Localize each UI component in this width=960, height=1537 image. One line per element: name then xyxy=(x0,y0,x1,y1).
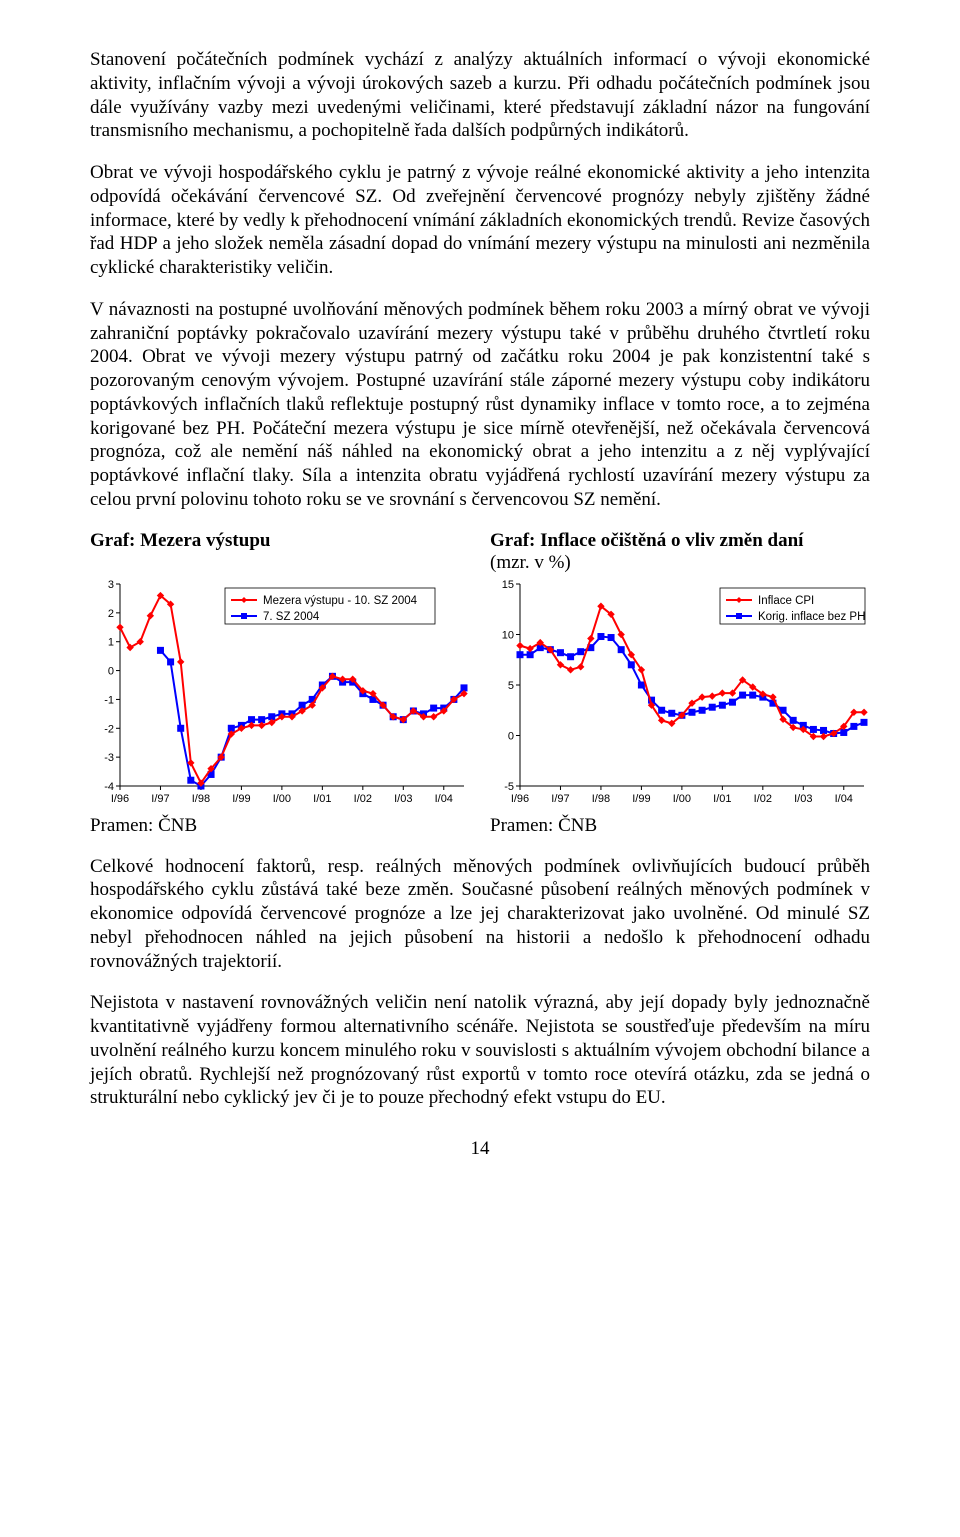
svg-text:15: 15 xyxy=(502,579,514,591)
svg-text:I/00: I/00 xyxy=(273,793,291,805)
chart-inflation: Graf: Inflace očištěná o vliv změn daní … xyxy=(490,530,870,837)
page: Stanovení počátečních podmínek vychází z… xyxy=(0,0,960,1190)
svg-text:I/02: I/02 xyxy=(354,793,372,805)
svg-text:3: 3 xyxy=(108,579,114,591)
svg-text:Mezera výstupu - 10. SZ 2004: Mezera výstupu - 10. SZ 2004 xyxy=(263,595,418,607)
svg-text:I/04: I/04 xyxy=(435,793,453,805)
chart-output-gap: Graf: Mezera výstupu -4 -3 -2 -1 0 1 2 3 I/96 I/9… xyxy=(90,530,470,837)
svg-text:I/98: I/98 xyxy=(192,793,210,805)
svg-text:0: 0 xyxy=(108,665,114,677)
svg-text:I/97: I/97 xyxy=(551,793,569,805)
chart2-canvas: -5 0 5 10 15 I/96 I/97 I/98 I/99 I/00 I/01 I/02 I/03… xyxy=(490,578,870,813)
svg-text:Inflace CPI: Inflace CPI xyxy=(758,595,814,607)
svg-text:I/00: I/00 xyxy=(673,793,691,805)
svg-text:10: 10 xyxy=(502,629,514,641)
svg-text:I/96: I/96 xyxy=(511,793,529,805)
svg-text:I/99: I/99 xyxy=(232,793,250,805)
chart2-source: Pramen: ČNB xyxy=(490,815,870,837)
paragraph-2: Obrat ve vývoji hospodářského cyklu je p… xyxy=(90,161,870,280)
svg-text:5: 5 xyxy=(508,680,514,692)
svg-text:I/03: I/03 xyxy=(394,793,412,805)
svg-text:I/02: I/02 xyxy=(754,793,772,805)
svg-text:0: 0 xyxy=(508,730,514,742)
chart1-canvas: -4 -3 -2 -1 0 1 2 3 I/96 I/97 I/98 I/99 I/00 I/01 I/02… xyxy=(90,578,470,813)
paragraph-5: Nejistota v nastavení rovnovážných velič… xyxy=(90,991,870,1110)
charts-row: Graf: Mezera výstupu -4 -3 -2 -1 0 1 2 3 I/96 I/9… xyxy=(90,530,870,837)
svg-text:2: 2 xyxy=(108,607,114,619)
svg-text:7. SZ 2004: 7. SZ 2004 xyxy=(263,611,320,623)
svg-text:-3: -3 xyxy=(104,752,114,764)
chart2-title-sub: (mzr. v %) xyxy=(490,552,571,573)
svg-text:-5: -5 xyxy=(504,781,514,793)
svg-text:I/01: I/01 xyxy=(313,793,331,805)
chart1-source: Pramen: ČNB xyxy=(90,815,470,837)
svg-text:-2: -2 xyxy=(104,723,114,735)
chart2-title: Graf: Inflace očištěná o vliv změn daní … xyxy=(490,530,870,576)
svg-text:-4: -4 xyxy=(104,781,114,793)
svg-text:-1: -1 xyxy=(104,694,114,706)
svg-text:I/01: I/01 xyxy=(713,793,731,805)
page-number: 14 xyxy=(90,1138,870,1160)
svg-text:I/99: I/99 xyxy=(632,793,650,805)
svg-text:I/04: I/04 xyxy=(835,793,853,805)
svg-text:Korig. inflace bez PH: Korig. inflace bez PH xyxy=(758,611,865,623)
chart1-title: Graf: Mezera výstupu xyxy=(90,530,470,576)
paragraph-4: Celkové hodnocení faktorů, resp. reálnýc… xyxy=(90,855,870,974)
chart2-title-main: Graf: Inflace očištěná o vliv změn daní xyxy=(490,530,803,551)
svg-text:I/03: I/03 xyxy=(794,793,812,805)
svg-text:I/97: I/97 xyxy=(151,793,169,805)
svg-text:I/98: I/98 xyxy=(592,793,610,805)
svg-text:I/96: I/96 xyxy=(111,793,129,805)
svg-text:1: 1 xyxy=(108,636,114,648)
paragraph-1: Stanovení počátečních podmínek vychází z… xyxy=(90,48,870,143)
paragraph-3: V návaznosti na postupné uvolňování měno… xyxy=(90,298,870,512)
